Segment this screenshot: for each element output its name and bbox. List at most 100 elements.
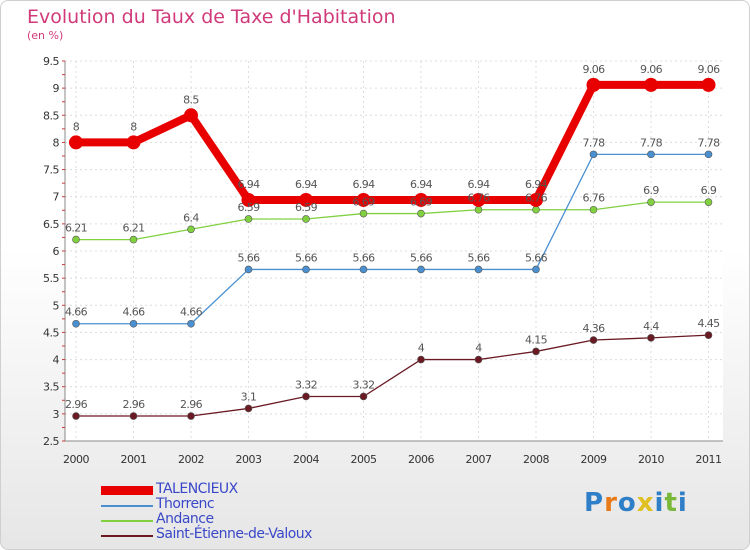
data-label: 6.59	[295, 201, 318, 214]
x-tick-label: 2011	[696, 453, 722, 466]
legend-item: Andance	[101, 511, 401, 528]
data-label: 6.69	[410, 196, 433, 209]
data-point-0	[356, 192, 371, 207]
data-label: 6.94	[352, 178, 375, 191]
x-tick-label: 2010	[638, 453, 664, 466]
data-point-0	[644, 77, 658, 92]
data-point-3	[187, 412, 195, 420]
data-point-0	[586, 77, 601, 92]
y-tick-label: 9	[53, 82, 60, 95]
data-point-2	[589, 205, 598, 214]
data-label: 6.21	[122, 222, 144, 235]
x-tick-label: 2000	[63, 453, 89, 466]
data-point-1	[417, 265, 425, 274]
x-tick-label: 2001	[121, 453, 147, 466]
data-label: 4.66	[180, 306, 203, 319]
data-label: 4.66	[65, 306, 88, 319]
data-label: 4.36	[582, 322, 605, 335]
y-tick-label: 8.5	[43, 109, 59, 122]
data-label: 5.66	[410, 251, 433, 264]
legend-swatch	[101, 535, 153, 537]
logo-letter: P	[584, 488, 605, 518]
data-point-1	[359, 265, 368, 274]
data-label: 6.94	[410, 178, 433, 191]
data-point-2	[704, 198, 713, 206]
data-point-0	[471, 192, 486, 207]
data-label: 6.76	[582, 192, 605, 205]
data-point-3	[359, 392, 368, 401]
series-line-2	[76, 201, 709, 241]
series-line-1	[76, 153, 709, 325]
y-tick-label: 3.5	[43, 381, 59, 394]
legend-label: Thorrenc	[156, 496, 215, 512]
data-point-1	[704, 150, 713, 159]
data-point-1	[72, 319, 80, 328]
data-label: 2.96	[65, 398, 88, 411]
data-label: 3.1	[241, 390, 257, 403]
data-point-2	[474, 205, 483, 214]
data-point-3	[129, 412, 138, 420]
y-tick-label: 6.5	[43, 218, 59, 231]
y-tick-label: 3	[53, 408, 60, 421]
data-label: 5.66	[467, 251, 490, 264]
y-tick-label: 4.5	[43, 326, 59, 339]
data-label: 5.66	[525, 251, 548, 264]
data-point-1	[589, 150, 598, 159]
data-label: 6.76	[467, 192, 490, 205]
data-label: 8	[73, 120, 80, 133]
data-point-1	[474, 265, 483, 274]
data-point-1	[187, 319, 195, 328]
data-label: 6.21	[65, 222, 87, 235]
y-tick-label: 7	[53, 191, 60, 204]
data-label: 5.66	[237, 251, 260, 264]
data-label: 8	[130, 120, 137, 133]
y-tick-label: 5	[53, 299, 60, 312]
data-label: 5.66	[352, 251, 375, 264]
data-point-3	[647, 334, 655, 342]
legend-item: Saint-Étienne-de-Valoux	[101, 526, 401, 543]
y-tick-label: 7.5	[43, 164, 59, 177]
chart-subtitle: (en %)	[27, 29, 64, 42]
data-label: 6.94	[237, 178, 260, 191]
data-label: 4	[475, 342, 482, 355]
data-label: 6.69	[352, 196, 375, 209]
data-point-1	[532, 265, 540, 274]
data-point-0	[241, 192, 256, 207]
data-point-1	[244, 265, 253, 274]
data-label: 7.78	[640, 136, 663, 149]
data-label: 6.76	[525, 192, 548, 205]
data-point-0	[69, 135, 83, 150]
data-point-0	[529, 192, 543, 207]
data-point-2	[302, 215, 310, 223]
series-line-0	[76, 80, 709, 204]
y-tick-label: 9.5	[43, 55, 59, 68]
y-tick-label: 2.5	[43, 435, 59, 448]
data-point-2	[359, 209, 368, 218]
data-point-0	[701, 77, 716, 92]
chart-title: Evolution du Taux de Taxe d'Habitation	[27, 6, 396, 28]
data-point-3	[589, 336, 598, 344]
legend-item: Thorrenc	[101, 496, 401, 513]
data-label: 6.94	[467, 178, 490, 191]
data-label: 8.5	[183, 93, 199, 106]
legend-label: Saint-Étienne-de-Valoux	[156, 526, 312, 542]
x-tick-label: 2009	[581, 453, 607, 466]
data-point-0	[299, 192, 313, 207]
data-point-3	[474, 355, 483, 364]
x-tick-label: 2007	[466, 453, 492, 466]
data-point-0	[126, 135, 141, 150]
data-point-3	[72, 412, 80, 420]
data-label: 6.94	[525, 178, 548, 191]
logo-letter: i	[677, 488, 688, 518]
legend-swatch	[101, 505, 153, 507]
logo-letter: i	[654, 488, 665, 518]
data-point-3	[532, 347, 540, 356]
legend-swatch	[101, 520, 153, 522]
logo-letter: x	[636, 488, 655, 518]
data-point-1	[129, 319, 138, 328]
legend-label: Andance	[156, 511, 214, 527]
logo-letter: t	[664, 488, 678, 518]
data-label: 3.32	[295, 378, 317, 391]
